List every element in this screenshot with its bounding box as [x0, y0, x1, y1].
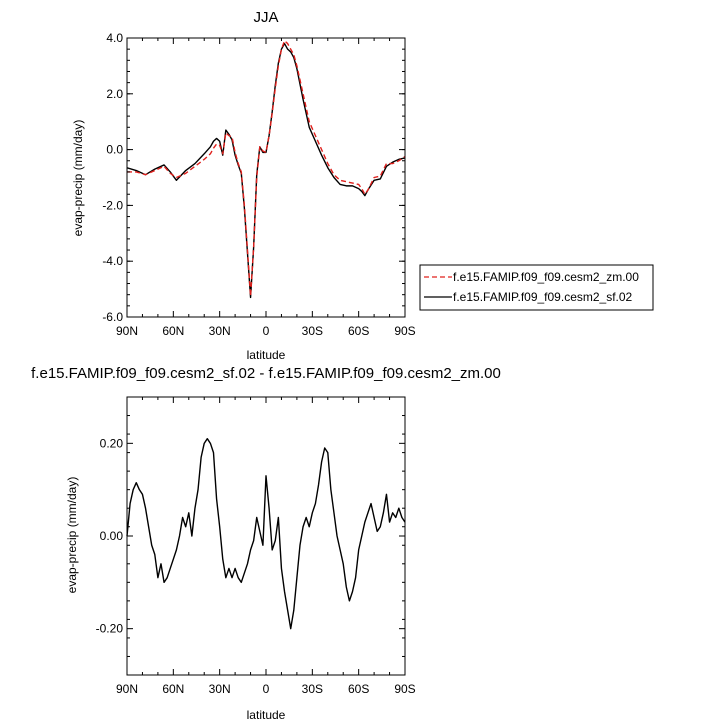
chart-title: JJA: [253, 9, 278, 26]
legend-label-zm: f.e15.FAMIP.f09_f09.cesm2_zm.00: [453, 270, 639, 284]
x-tick-label: 90S: [394, 682, 415, 696]
y-tick-label: -0.20: [96, 622, 124, 636]
legend: f.e15.FAMIP.f09_f09.cesm2_zm.00 f.e15.FA…: [419, 264, 654, 311]
x-tick-label: 60N: [162, 682, 184, 696]
y-tick-label: 0.0: [106, 143, 123, 157]
x-tick-label: 0: [263, 324, 270, 338]
x-tick-label: 30N: [209, 682, 231, 696]
x-tick-label: 60S: [348, 324, 369, 338]
plot-frame: [126, 37, 406, 318]
x-tick-label: 90S: [394, 324, 415, 338]
series-line-0: [126, 438, 406, 630]
y-tick-label: 0.00: [100, 529, 124, 543]
x-tick-label: 0: [263, 682, 270, 696]
y-axis-label: evap-precip (mm/day): [71, 120, 85, 237]
x-axis-label: latitude: [247, 348, 286, 362]
x-tick-label: 30S: [302, 324, 323, 338]
x-tick-label: 30N: [209, 324, 231, 338]
chart-panel-difference: f.e15.FAMIP.f09_f09.cesm2_sf.02 - f.e15.…: [31, 365, 501, 722]
y-tick-label: -4.0: [102, 254, 123, 268]
series-line-1: [127, 40, 406, 297]
y-tick-label: -6.0: [102, 310, 123, 324]
series-line-0: [126, 42, 406, 299]
chart-panel-jja: JJA evap-precip (mm/day) latitude 90N 60N…: [71, 9, 416, 362]
chart-title: f.e15.FAMIP.f09_f09.cesm2_sf.02 - f.e15.…: [31, 365, 501, 382]
legend-label-sf: f.e15.FAMIP.f09_f09.cesm2_sf.02: [453, 290, 633, 304]
x-tick-label: 90N: [116, 682, 138, 696]
y-axis-label: evap-precip (mm/day): [65, 477, 79, 594]
x-axis-label: latitude: [247, 708, 286, 722]
x-tick-label: 90N: [116, 324, 138, 338]
y-tick-label: -2.0: [102, 198, 123, 212]
x-tick-label: 60N: [162, 324, 184, 338]
plot-frame: [126, 396, 406, 676]
legend-box: [419, 264, 654, 311]
x-tick-label: 60S: [348, 682, 369, 696]
y-tick-label: 0.20: [100, 436, 124, 450]
x-tick-label: 30S: [302, 682, 323, 696]
y-tick-label: 2.0: [106, 87, 123, 101]
y-tick-label: 4.0: [106, 31, 123, 45]
